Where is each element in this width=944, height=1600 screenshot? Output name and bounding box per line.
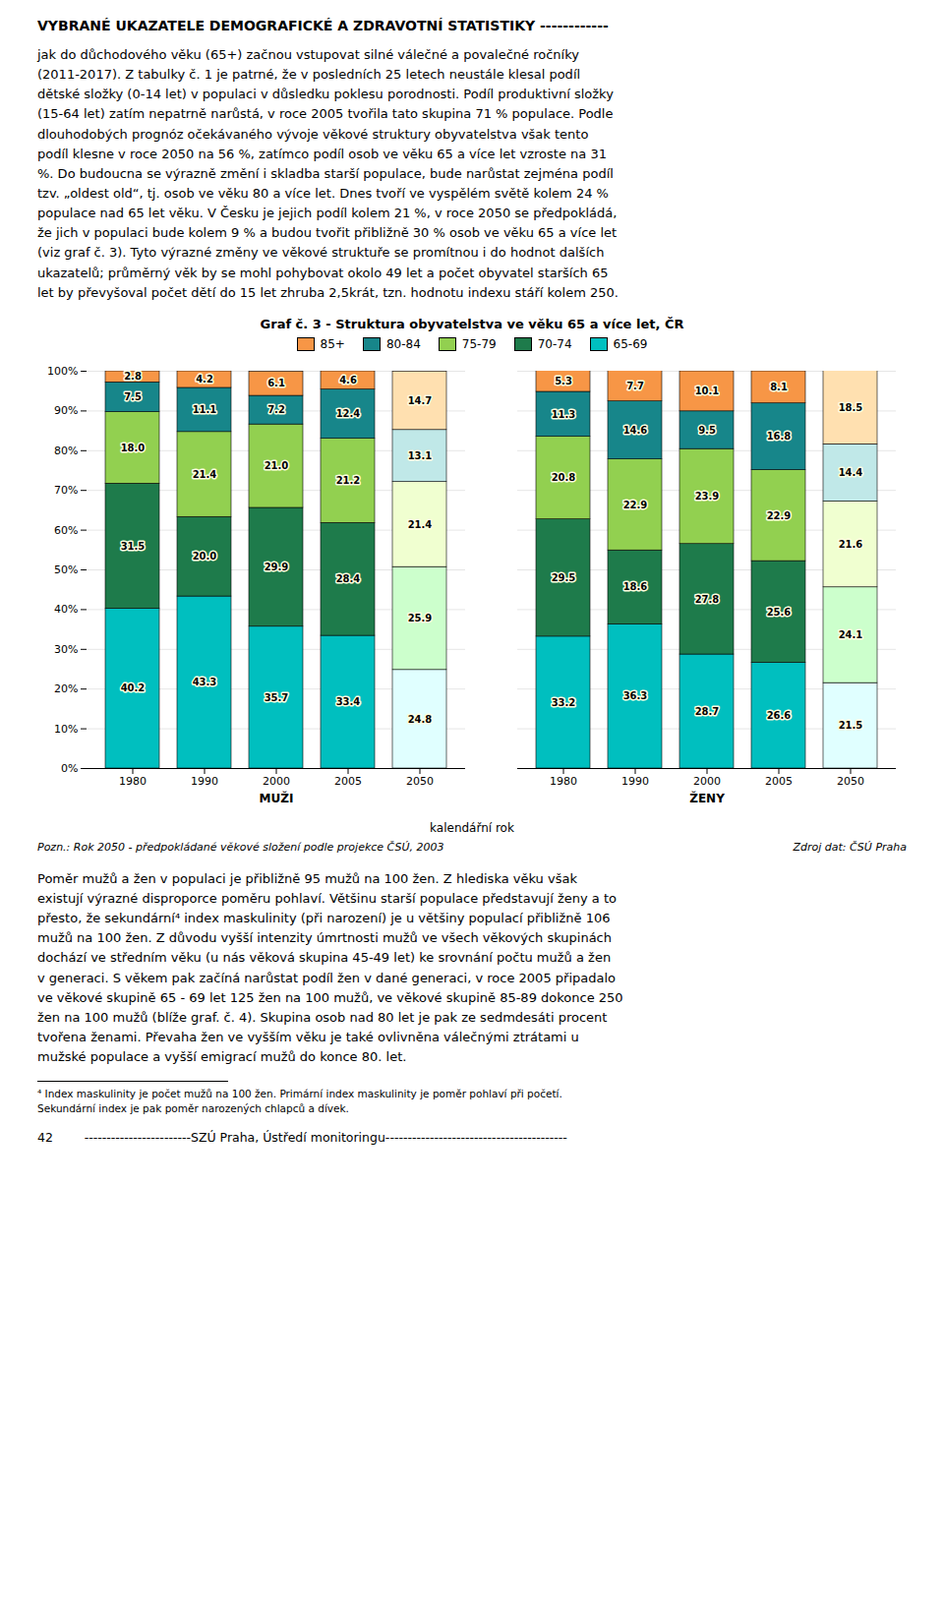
svg-text:9.5: 9.5 [698, 424, 716, 436]
svg-text:31.5: 31.5 [120, 539, 146, 551]
svg-text:21.6: 21.6 [838, 538, 864, 550]
svg-text:25.6: 25.6 [767, 605, 792, 617]
svg-text:1980: 1980 [118, 774, 147, 788]
html-text:Graf č. 3 - Struktura obyvatel: Graf č. 3 - Struktura obyvatelstva ve vě… [260, 316, 684, 332]
svg-text:40.2: 40.2 [120, 682, 146, 694]
html-text:VYBRANÉ UKAZATELE DEMOGRAFICKÉ: VYBRANÉ UKAZATELE DEMOGRAFICKÉ A ZDRAVOT… [37, 17, 609, 34]
svg-text:18.5: 18.5 [838, 401, 864, 413]
svg-text:21.5: 21.5 [838, 719, 864, 731]
svg-text:4.6: 4.6 [339, 374, 357, 386]
html-text:85+: 85+ [320, 337, 346, 351]
svg-text:21.4: 21.4 [408, 518, 433, 530]
svg-text:30%: 30% [54, 643, 78, 656]
svg-text:14.7: 14.7 [408, 395, 433, 407]
svg-text:10%: 10% [54, 721, 78, 735]
svg-text:7.7: 7.7 [626, 380, 645, 392]
svg-text:36.3: 36.3 [623, 690, 649, 702]
svg-text:4.2: 4.2 [195, 373, 214, 385]
svg-text:21.2: 21.2 [336, 474, 361, 486]
svg-text:21.4: 21.4 [192, 469, 218, 480]
svg-text:2.8: 2.8 [123, 370, 142, 382]
svg-text:33.2: 33.2 [551, 696, 577, 708]
svg-text:18.6: 18.6 [623, 581, 649, 592]
svg-text:28.4: 28.4 [336, 573, 361, 585]
svg-text:13.1: 13.1 [408, 450, 433, 462]
svg-text:2005: 2005 [765, 774, 793, 788]
svg-text:35.7: 35.7 [264, 691, 290, 703]
html-text:⁴ Index maskulinity je počet m: ⁴ Index maskulinity je počet mužů na 100… [37, 1087, 563, 1115]
svg-text:27.8: 27.8 [695, 592, 720, 604]
svg-text:24.8: 24.8 [408, 712, 433, 724]
svg-text:2000: 2000 [693, 774, 721, 788]
svg-text:90%: 90% [54, 404, 78, 417]
svg-text:11.1: 11.1 [192, 404, 218, 415]
svg-text:60%: 60% [54, 523, 78, 536]
html-text:75-79: 75-79 [461, 337, 497, 351]
html-text:kalendářní rok: kalendářní rok [429, 820, 515, 835]
html-text:Pozn.: Rok 2050 - předpokládan: Pozn.: Rok 2050 - předpokládané věkové s… [37, 840, 444, 854]
svg-text:14.6: 14.6 [623, 424, 649, 436]
svg-text:20.8: 20.8 [551, 472, 577, 483]
svg-text:16.8: 16.8 [767, 430, 792, 442]
svg-text:22.9: 22.9 [767, 509, 792, 521]
svg-text:1980: 1980 [549, 774, 578, 788]
svg-text:22.9: 22.9 [623, 498, 649, 510]
svg-text:80%: 80% [54, 444, 78, 458]
svg-text:18.0: 18.0 [120, 442, 146, 454]
html-text:Zdroj dat: ČSÚ Praha: Zdroj dat: ČSÚ Praha [792, 840, 907, 854]
svg-text:21.0: 21.0 [264, 460, 290, 472]
svg-text:24.1: 24.1 [838, 629, 864, 641]
svg-text:2000: 2000 [262, 774, 291, 788]
svg-text:1990: 1990 [190, 774, 219, 788]
svg-text:8.1: 8.1 [769, 381, 788, 393]
svg-text:25.9: 25.9 [408, 612, 433, 624]
svg-text:29.5: 29.5 [551, 572, 577, 584]
html-text:70-74: 70-74 [537, 337, 572, 351]
svg-text:2050: 2050 [836, 774, 865, 788]
svg-text:100%: 100% [47, 364, 78, 378]
svg-text:33.4: 33.4 [336, 696, 361, 708]
svg-text:2005: 2005 [334, 774, 362, 788]
svg-text:2050: 2050 [406, 774, 434, 788]
html-text:jak do důchodového věku (65+): jak do důchodového věku (65+) začnou vst… [37, 47, 619, 300]
svg-text:MUŽI: MUŽI [259, 789, 295, 805]
svg-text:43.3: 43.3 [192, 676, 218, 688]
svg-text:26.6: 26.6 [767, 709, 792, 721]
svg-text:6.1: 6.1 [267, 377, 286, 389]
html-text:42 ------------------------SZÚ: 42 ------------------------SZÚ Praha, Ús… [37, 1129, 568, 1145]
svg-text:10.1: 10.1 [695, 385, 720, 397]
svg-text:12.4: 12.4 [336, 408, 361, 419]
svg-text:50%: 50% [54, 563, 78, 577]
svg-text:ŽENY: ŽENY [689, 789, 725, 805]
svg-text:1990: 1990 [621, 774, 649, 788]
svg-text:0%: 0% [60, 762, 78, 775]
svg-text:5.3: 5.3 [554, 375, 573, 387]
svg-text:29.9: 29.9 [264, 561, 290, 573]
svg-text:7.5: 7.5 [123, 391, 142, 403]
svg-text:11.3: 11.3 [551, 408, 577, 419]
html-text:65-69: 65-69 [613, 337, 648, 351]
svg-text:28.7: 28.7 [695, 706, 720, 717]
svg-text:14.4: 14.4 [838, 467, 864, 478]
svg-text:20.0: 20.0 [192, 550, 218, 562]
svg-text:7.2: 7.2 [267, 404, 286, 415]
svg-text:20%: 20% [54, 682, 78, 696]
svg-text:40%: 40% [54, 602, 78, 616]
html-text:80-84: 80-84 [386, 337, 421, 351]
svg-text:70%: 70% [54, 483, 78, 497]
html-text:Poměr mužů a žen v populaci je: Poměr mužů a žen v populaci je přibližně… [37, 871, 624, 1065]
svg-text:23.9: 23.9 [695, 490, 720, 502]
